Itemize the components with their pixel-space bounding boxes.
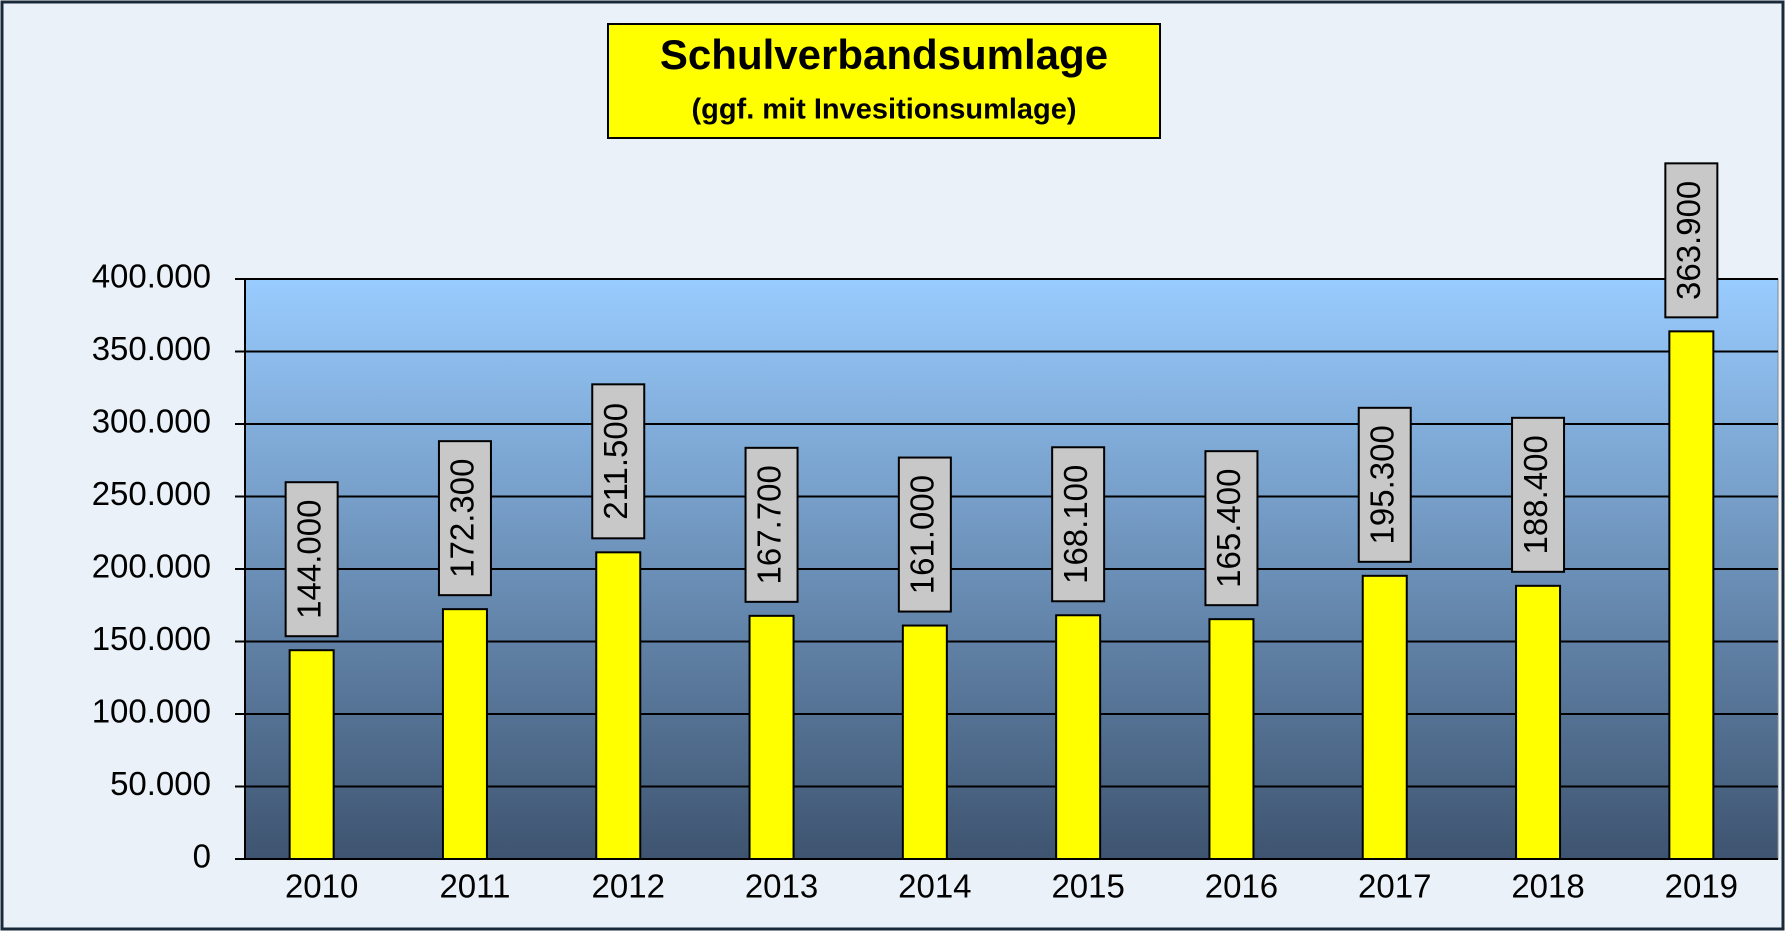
bar bbox=[441, 608, 488, 860]
value-label-box bbox=[1664, 162, 1719, 319]
value-label: 172.300 bbox=[444, 459, 481, 578]
y-tick-label: 400.000 bbox=[92, 258, 211, 295]
value-label-box bbox=[1357, 406, 1412, 563]
y-tick-label: 50.000 bbox=[110, 765, 211, 802]
x-tick-label: 2013 bbox=[745, 868, 818, 905]
value-label-box bbox=[744, 446, 799, 603]
y-tick-label: 0 bbox=[193, 838, 211, 875]
y-tick-label: 250.000 bbox=[92, 475, 211, 512]
x-tick-label: 2018 bbox=[1511, 868, 1584, 905]
value-label: 363.900 bbox=[1670, 181, 1707, 300]
x-tick-label: 2011 bbox=[439, 868, 510, 905]
y-tick-label: 300.000 bbox=[92, 403, 211, 440]
x-tick-label: 2015 bbox=[1051, 868, 1124, 905]
y-tick-label: 200.000 bbox=[92, 548, 211, 585]
value-label: 167.700 bbox=[750, 465, 787, 584]
value-label-box bbox=[897, 456, 952, 613]
value-label-box bbox=[1204, 450, 1259, 607]
value-label-box bbox=[1511, 416, 1566, 573]
bar bbox=[1055, 614, 1102, 860]
value-label: 168.100 bbox=[1057, 465, 1094, 584]
y-tick-label: 350.000 bbox=[92, 330, 211, 367]
value-label-box bbox=[437, 440, 492, 597]
bar bbox=[1668, 330, 1715, 861]
value-label-box bbox=[284, 481, 339, 638]
value-label: 144.000 bbox=[290, 500, 327, 619]
x-tick-label: 2010 bbox=[285, 868, 358, 905]
bar bbox=[1515, 584, 1562, 860]
chart-title: Schulverbandsumlage bbox=[660, 31, 1108, 78]
x-tick-label: 2014 bbox=[898, 868, 971, 905]
x-tick-label: 2012 bbox=[592, 868, 665, 905]
y-tick-label: 150.000 bbox=[92, 620, 211, 657]
y-tick-label: 100.000 bbox=[92, 693, 211, 730]
bar bbox=[748, 614, 795, 861]
x-tick-label: 2019 bbox=[1665, 868, 1738, 905]
value-label-box bbox=[591, 383, 646, 540]
bar bbox=[1208, 618, 1255, 860]
value-label: 165.400 bbox=[1210, 469, 1247, 588]
x-tick-label: 2017 bbox=[1358, 868, 1431, 905]
bar bbox=[288, 649, 335, 861]
title-box bbox=[607, 23, 1161, 139]
x-tick-label: 2016 bbox=[1205, 868, 1278, 905]
value-label: 195.300 bbox=[1363, 425, 1400, 544]
chart-subtitle: (ggf. mit Invesitionsumlage) bbox=[691, 94, 1076, 126]
bar bbox=[901, 624, 948, 860]
value-label: 211.500 bbox=[597, 403, 634, 520]
value-label: 188.400 bbox=[1517, 435, 1554, 554]
value-label: 161.000 bbox=[904, 475, 941, 594]
bar bbox=[1361, 574, 1408, 860]
value-label-box bbox=[1051, 446, 1106, 603]
bar bbox=[595, 551, 642, 860]
